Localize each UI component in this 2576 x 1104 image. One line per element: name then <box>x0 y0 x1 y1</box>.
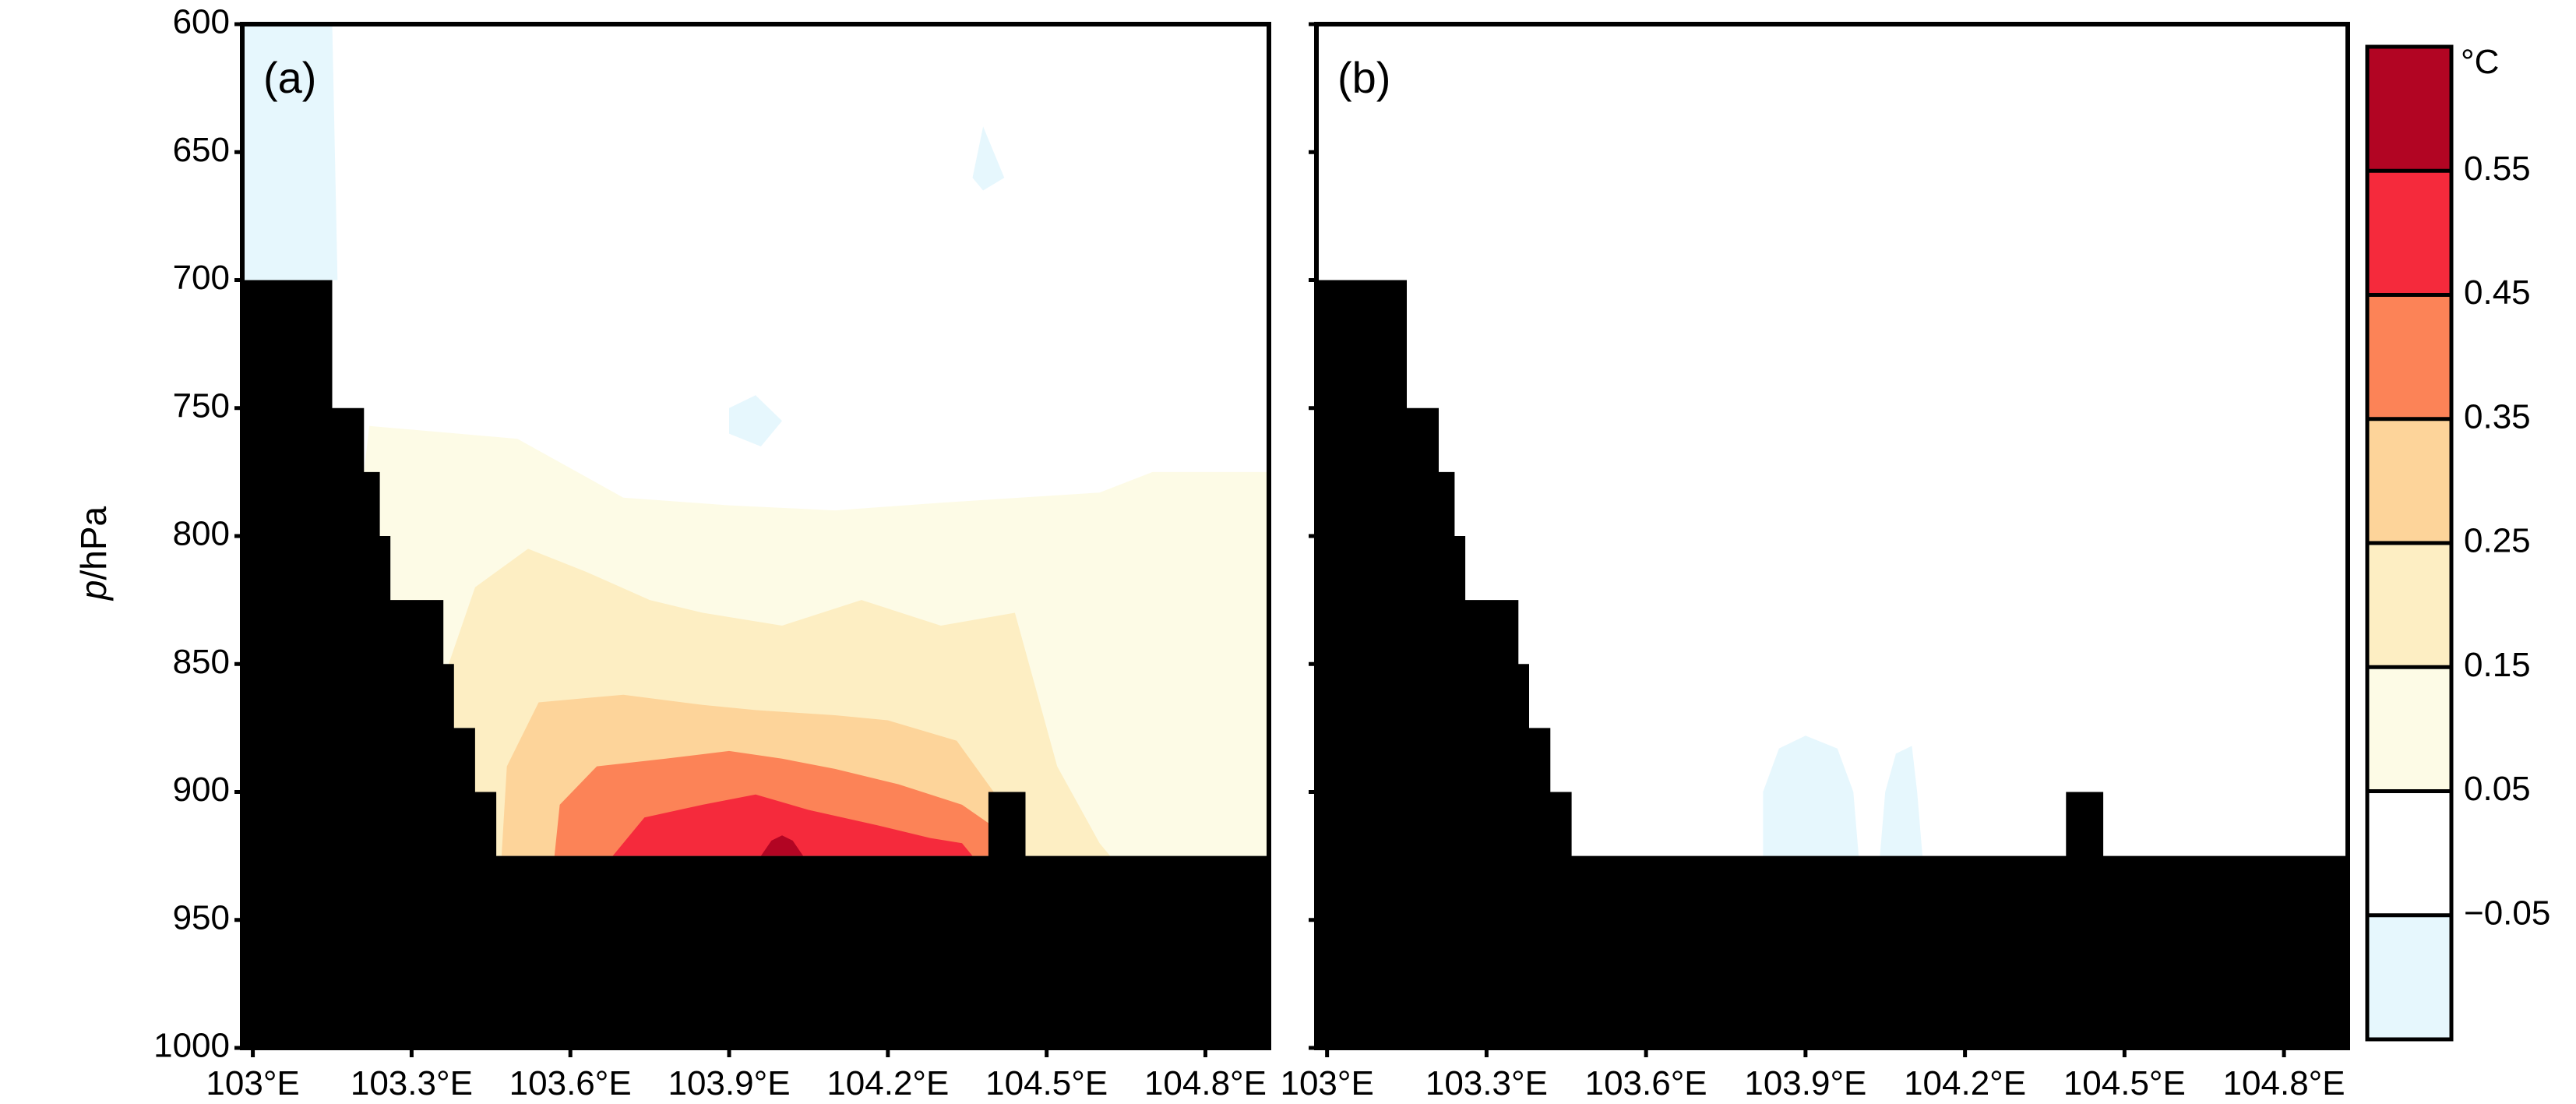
colorbar-label: 0.15 <box>2464 646 2531 684</box>
shaded-region <box>729 395 782 446</box>
colorbar-swatch <box>2367 171 2451 295</box>
x-tick-label: 103.3°E <box>351 1064 473 1102</box>
x-tick-label: 104.8°E <box>1144 1064 1267 1102</box>
shaded-region <box>760 835 804 856</box>
y-tick-label: 650 <box>173 131 230 169</box>
x-tick-label: 103.9°E <box>1744 1064 1866 1102</box>
x-tick-label: 104.5°E <box>985 1064 1108 1102</box>
colorbar-swatch <box>2367 295 2451 419</box>
colorbar-swatch <box>2367 915 2451 1039</box>
colorbar-frame <box>2365 44 2454 1042</box>
colorbar-unit: °C <box>2461 43 2499 81</box>
terrain-mask <box>1316 280 2348 1048</box>
y-tick-label: 750 <box>173 386 230 425</box>
x-tick-label: 103.9°E <box>668 1064 790 1102</box>
x-tick-label: 103°E <box>206 1064 299 1102</box>
panel-label: (b) <box>1337 53 1390 102</box>
x-tick-label: 103.6°E <box>1585 1064 1707 1102</box>
y-tick-label: 800 <box>173 515 230 553</box>
y-tick-label: 700 <box>173 259 230 297</box>
colorbar: −0.05 0.05 0.15 0.25 0.35 0.45 0.55 °C <box>2365 43 2550 1042</box>
shaded-region <box>612 794 973 856</box>
x-tick-label: 103.3°E <box>1425 1064 1548 1102</box>
panel-b: 103°E 103.3°E 103.6°E 103.9°E 104.2°E 104.5°E… <box>1280 22 2350 1102</box>
colorbar-swatch <box>2367 418 2451 543</box>
y-tick-label: 850 <box>173 643 230 681</box>
x-tick-label: 104.8°E <box>2223 1064 2345 1102</box>
colorbar-label: 0.05 <box>2464 770 2531 808</box>
colorbar-label: 0.25 <box>2464 522 2531 560</box>
colorbar-swatch <box>2367 791 2451 915</box>
colorbar-swatch <box>2367 543 2451 668</box>
y-tick-label: 900 <box>173 771 230 809</box>
y-tick-label: 600 <box>173 3 230 41</box>
panel-label: (a) <box>263 53 316 102</box>
x-tick-label: 104.2°E <box>826 1064 949 1102</box>
colorbar-swatch <box>2367 667 2451 792</box>
colorbar-swatch <box>2367 47 2451 171</box>
y-axis-label: p/hPa <box>73 506 114 601</box>
colorbar-label: 0.45 <box>2464 273 2531 312</box>
x-tick-label: 104.2°E <box>1904 1064 2026 1102</box>
x-tick-label: 104.5°E <box>2063 1064 2186 1102</box>
shaded-region <box>1880 746 1922 856</box>
x-tick-label: 103°E <box>1280 1064 1373 1102</box>
colorbar-label: 0.35 <box>2464 397 2531 436</box>
terrain-mask <box>242 280 1269 1048</box>
x-tick-label: 103.6°E <box>509 1064 632 1102</box>
y-tick-label: 1000 <box>153 1027 230 1065</box>
colorbar-label: 0.55 <box>2464 150 2531 188</box>
colorbar-label: −0.05 <box>2464 894 2550 932</box>
shaded-region <box>1763 735 1859 856</box>
shaded-region <box>972 126 1005 191</box>
y-tick-label: 950 <box>173 898 230 936</box>
shaded-region <box>242 24 338 280</box>
